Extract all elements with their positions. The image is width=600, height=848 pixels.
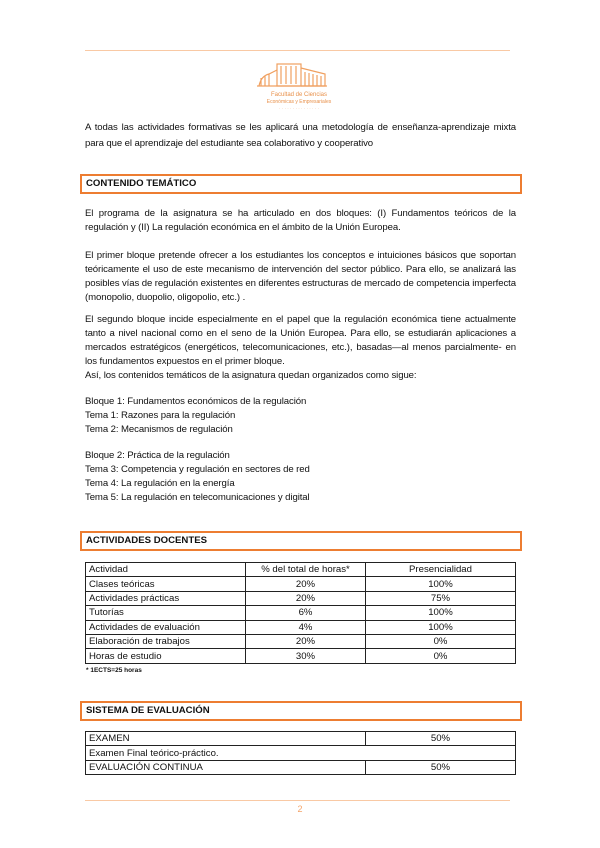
tema-item: Tema 5: La regulación en telecomunicacio…: [85, 492, 310, 503]
cell: Clases teóricas: [85, 576, 246, 592]
table-row: Actividades de evaluación 4% 100%: [85, 619, 516, 635]
section-header-evaluacion: SISTEMA DE EVALUACIÓN: [80, 701, 522, 721]
page-number: 2: [297, 804, 303, 814]
cell: 6%: [245, 605, 366, 621]
faculty-logo: Facultad de Ciencias Económicas y Empres…: [257, 63, 332, 111]
table-row: Examen Final teórico-práctico.: [85, 745, 516, 761]
cell: 75%: [365, 590, 516, 607]
svg-text:Facultad de Ciencias: Facultad de Ciencias: [271, 92, 327, 98]
contenido-paragraph: Así, los contenidos temáticos de la asig…: [85, 370, 417, 381]
bloque-2-item: Bloque 2: Práctica de la regulación: [85, 450, 230, 461]
tema-item: Tema 2: Mecanismos de regulación: [85, 424, 233, 435]
header-cell: % del total de horas*: [245, 561, 366, 578]
cell: 100%: [365, 619, 516, 635]
cell: EXAMEN: [85, 730, 366, 747]
table-row: Tutorías 6% 100%: [85, 605, 516, 621]
cell: 100%: [365, 576, 516, 592]
header-cell: Actividad: [85, 561, 246, 578]
intro-paragraph: A todas las actividades formativas se le…: [85, 122, 516, 149]
cell: EVALUACIÓN CONTINUA: [85, 759, 366, 776]
cell: 20%: [245, 633, 366, 650]
cell: 0%: [365, 633, 516, 650]
cell: Elaboración de trabajos: [85, 633, 246, 650]
table-row: Actividades prácticas 20% 75%: [85, 590, 516, 607]
cell: 20%: [245, 576, 366, 592]
cell: Actividades prácticas: [85, 590, 246, 607]
svg-text:Económicas y Empresariales: Económicas y Empresariales: [267, 99, 332, 105]
evaluacion-table: EXAMEN 50% Examen Final teórico-práctico.…: [85, 730, 516, 776]
section-header-contenido: CONTENIDO TEMÁTICO: [80, 174, 522, 194]
cell: 20%: [245, 590, 366, 607]
table-row: Elaboración de trabajos 20% 0%: [85, 633, 516, 650]
cell: Tutorías: [85, 605, 246, 621]
table-row: Clases teóricas 20% 100%: [85, 576, 516, 592]
cell: 30%: [245, 648, 366, 664]
actividades-table: Actividad % del total de horas* Presenci…: [85, 561, 516, 664]
cell: 0%: [365, 648, 516, 664]
header-rule: [85, 50, 510, 51]
cell: 50%: [365, 730, 516, 747]
tema-item: Tema 3: Competencia y regulación en sect…: [85, 464, 310, 475]
contenido-paragraph: El segundo bloque incide especialmente e…: [85, 314, 516, 367]
table-row: EVALUACIÓN CONTINUA 50%: [85, 759, 516, 776]
bloque-1-item: Bloque 1: Fundamentos económicos de la r…: [85, 396, 307, 407]
cell: 50%: [365, 759, 516, 776]
table-row: Horas de estudio 30% 0%: [85, 648, 516, 664]
cell: 4%: [245, 619, 366, 635]
cell: 100%: [365, 605, 516, 621]
table-footnote: * 1ECTS=25 horas: [86, 667, 142, 674]
cell: Horas de estudio: [85, 648, 246, 664]
tema-item: Tema 1: Razones para la regulación: [85, 410, 236, 421]
table-header-row: Actividad % del total de horas* Presenci…: [85, 561, 516, 578]
footer-rule: [85, 800, 510, 801]
table-row: EXAMEN 50%: [85, 730, 516, 747]
contenido-paragraph: El primer bloque pretende ofrecer a los …: [85, 250, 516, 303]
section-header-actividades: ACTIVIDADES DOCENTES: [80, 531, 522, 551]
header-cell: Presencialidad: [365, 561, 516, 578]
cell: Actividades de evaluación: [85, 619, 246, 635]
tema-item: Tema 4: La regulación en la energía: [85, 478, 235, 489]
contenido-paragraph: El programa de la asignatura se ha artic…: [85, 208, 516, 233]
svg-text:· · · · · · · · · · · · · · ·: · · · · · · · · · · · · · · ·: [279, 106, 319, 111]
cell: Examen Final teórico-práctico.: [85, 745, 516, 761]
